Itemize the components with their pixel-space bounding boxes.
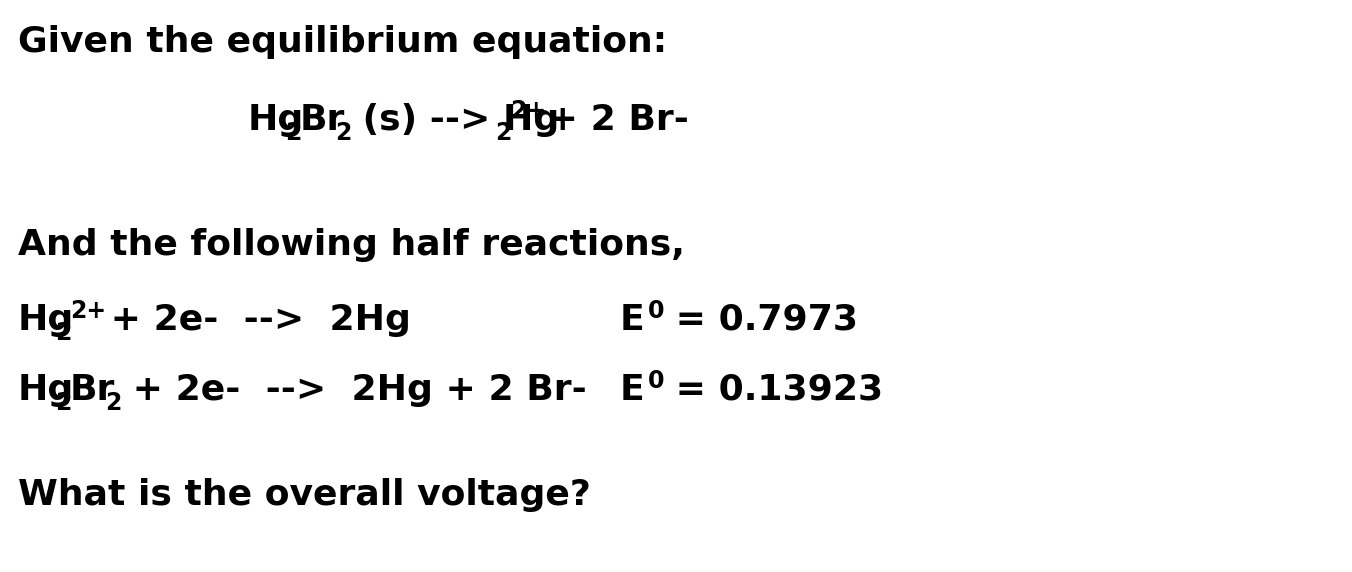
- Text: 2: 2: [55, 391, 72, 415]
- Text: 2: 2: [105, 391, 122, 415]
- Text: Given the equilibrium equation:: Given the equilibrium equation:: [18, 25, 667, 59]
- Text: (s) --> Hg: (s) --> Hg: [350, 103, 560, 137]
- Text: E: E: [621, 373, 645, 407]
- Text: 2: 2: [495, 121, 511, 145]
- Text: Hg: Hg: [18, 373, 74, 407]
- Text: 2+: 2+: [510, 99, 546, 123]
- Text: = 0.7973: = 0.7973: [662, 303, 859, 337]
- Text: Hg: Hg: [18, 303, 74, 337]
- Text: What is the overall voltage?: What is the overall voltage?: [18, 478, 591, 512]
- Text: 2: 2: [335, 121, 352, 145]
- Text: + 2e-  -->  2Hg + 2 Br-: + 2e- --> 2Hg + 2 Br-: [120, 373, 587, 407]
- Text: + 2e-  -->  2Hg: + 2e- --> 2Hg: [97, 303, 411, 337]
- Text: Hg: Hg: [247, 103, 304, 137]
- Text: 2: 2: [55, 321, 72, 345]
- Text: = 0.13923: = 0.13923: [662, 373, 883, 407]
- Text: 0: 0: [648, 299, 664, 323]
- Text: Br: Br: [70, 373, 115, 407]
- Text: Br: Br: [300, 103, 345, 137]
- Text: E: E: [621, 303, 645, 337]
- Text: 2: 2: [285, 121, 301, 145]
- Text: + 2 Br-: + 2 Br-: [535, 103, 690, 137]
- Text: 2+: 2+: [70, 299, 105, 323]
- Text: 0: 0: [648, 369, 664, 393]
- Text: And the following half reactions,: And the following half reactions,: [18, 228, 685, 262]
